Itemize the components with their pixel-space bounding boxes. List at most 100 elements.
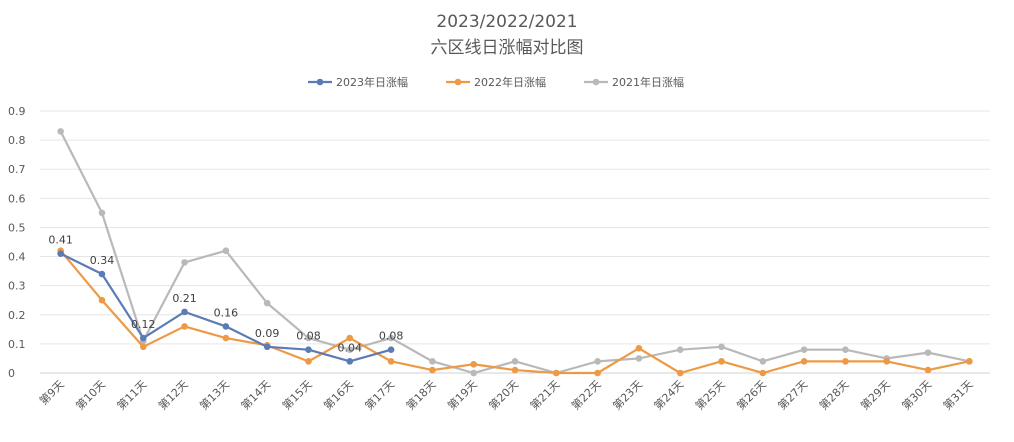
- legend-item: 2022年日涨幅: [446, 75, 546, 89]
- x-tick-label: 第19天: [444, 377, 479, 412]
- data-point: [842, 346, 849, 354]
- x-tick-label: 第9天: [36, 377, 66, 407]
- x-tick-label: 第24天: [651, 377, 686, 412]
- data-point: [387, 334, 395, 342]
- series-layer: [57, 128, 973, 377]
- x-tick-label: 第30天: [899, 377, 934, 412]
- data-point: [98, 270, 106, 278]
- x-tick-label: 第12天: [155, 377, 190, 412]
- x-tick-label: 第16天: [321, 377, 356, 412]
- data-point: [139, 343, 147, 351]
- data-point: [470, 360, 477, 368]
- data-point: [346, 358, 354, 365]
- data-label: 0.41: [48, 234, 73, 247]
- data-point: [594, 358, 601, 365]
- y-tick-label: 0.9: [8, 105, 26, 118]
- data-point: [181, 259, 188, 266]
- legend: 2023年日涨幅 2022年日涨幅 2021年日涨幅: [308, 75, 684, 89]
- x-tick-label: 第25天: [692, 377, 727, 412]
- x-tick-label: 第14天: [238, 377, 273, 412]
- x-tick-label: 第10天: [73, 377, 108, 412]
- data-point: [346, 346, 354, 354]
- data-point: [759, 358, 767, 365]
- y-tick-label: 0: [8, 367, 15, 380]
- data-point: [511, 366, 519, 374]
- data-point: [800, 346, 808, 354]
- legend-item: 2021年日涨幅: [584, 75, 684, 89]
- data-point: [222, 334, 230, 342]
- x-axis: 第9天 第10天 第11天 第12天 第13天 第14天 第15天 第16天 第17天 第18天第…: [36, 377, 975, 412]
- data-point: [387, 346, 395, 354]
- y-tick-label: 0.2: [8, 309, 26, 322]
- x-tick-label: 第18天: [403, 377, 438, 412]
- data-point: [635, 344, 643, 352]
- series-3: [57, 128, 973, 377]
- x-tick-label: 第11天: [114, 377, 149, 412]
- y-tick-label: 0.8: [8, 134, 26, 147]
- chart-subtitle: 六区线日涨幅对比图: [431, 38, 584, 58]
- y-tick-label: 0.5: [8, 221, 26, 234]
- legend-marker: [316, 78, 324, 86]
- y-tick-label: 0.1: [8, 338, 26, 351]
- series-1: [57, 250, 395, 365]
- x-tick-label: 第26天: [734, 377, 769, 412]
- data-point: [759, 369, 767, 377]
- series-line: [59, 130, 971, 375]
- y-axis: 0 0.1 0.2 0.3 0.4 0.5 0.6 0.7 0.8 0.9: [8, 105, 26, 380]
- x-tick-label: 第23天: [610, 377, 645, 412]
- data-point: [718, 358, 725, 365]
- gridlines: [40, 110, 990, 374]
- legend-marker: [454, 78, 462, 86]
- data-point: [842, 358, 849, 365]
- legend-label: 2023年日涨幅: [336, 75, 408, 89]
- data-label: 0.12: [131, 318, 156, 331]
- legend-label: 2021年日涨幅: [612, 75, 684, 89]
- data-label: 0.21: [172, 292, 197, 305]
- y-tick-label: 0.7: [8, 163, 26, 176]
- data-point: [429, 366, 436, 374]
- x-tick-label: 第15天: [279, 377, 314, 412]
- data-point: [57, 250, 64, 257]
- data-point: [139, 334, 147, 342]
- data-label: 0.08: [379, 330, 404, 343]
- data-point: [263, 299, 271, 307]
- data-point: [57, 128, 64, 135]
- data-point: [470, 369, 477, 377]
- legend-marker: [592, 78, 600, 86]
- x-tick-label: 第17天: [362, 377, 397, 412]
- x-tick-label: 第21天: [527, 377, 562, 412]
- data-point: [181, 323, 188, 330]
- data-point: [305, 334, 312, 342]
- data-point: [98, 209, 106, 217]
- data-label: 0.16: [214, 306, 239, 319]
- series-line: [59, 249, 971, 375]
- data-point: [305, 358, 312, 365]
- x-tick-label: 第20天: [486, 377, 521, 412]
- data-label: 0.34: [90, 254, 115, 267]
- data-point: [676, 346, 684, 354]
- data-point: [222, 323, 230, 330]
- x-tick-label: 第28天: [816, 377, 851, 412]
- data-point: [800, 358, 808, 365]
- data-label: 0.09: [255, 327, 280, 340]
- data-point: [222, 247, 230, 255]
- data-point: [263, 343, 271, 351]
- data-point: [924, 349, 932, 356]
- data-point: [553, 369, 560, 377]
- x-tick-label: 第31天: [940, 377, 975, 412]
- data-label: 0.04: [338, 341, 363, 354]
- data-point: [924, 366, 932, 374]
- x-tick-label: 第13天: [197, 377, 232, 412]
- x-tick-label: 第22天: [568, 377, 603, 412]
- data-point: [883, 358, 891, 365]
- data-point: [594, 369, 601, 377]
- chart-title: 2023/2022/2021: [436, 12, 577, 32]
- data-point: [511, 358, 519, 365]
- data-point: [98, 296, 106, 304]
- data-point: [676, 369, 684, 377]
- data-point: [966, 358, 973, 365]
- y-tick-label: 0.3: [8, 280, 26, 293]
- x-tick-label: 第29天: [858, 377, 893, 412]
